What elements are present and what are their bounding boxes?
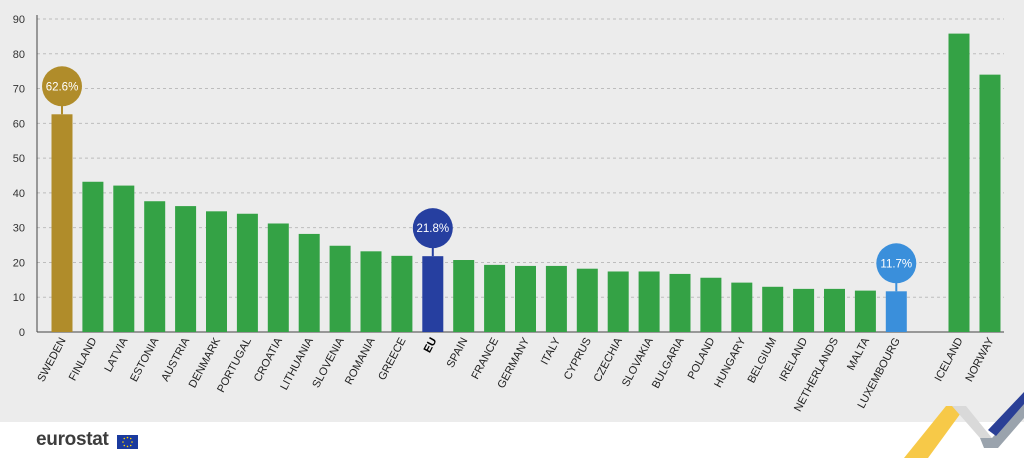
eurostat-logo: eurostat bbox=[36, 429, 109, 450]
callout-label: 62.6% bbox=[46, 81, 79, 93]
bar-portugal bbox=[236, 213, 258, 332]
x-tick-label: POLAND bbox=[686, 336, 718, 382]
bar-sweden bbox=[51, 114, 73, 333]
bar-france bbox=[484, 264, 506, 332]
x-tick-label: NORWAY bbox=[963, 335, 996, 384]
y-tick-label: 90 bbox=[13, 14, 25, 26]
x-tick-label: SWEDEN bbox=[35, 336, 68, 384]
x-tick-label: ROMANIA bbox=[343, 335, 378, 387]
x-tick-label: BULGARIA bbox=[650, 335, 687, 390]
x-tick-label: SLOVAKIA bbox=[620, 335, 656, 389]
bar-denmark bbox=[206, 211, 227, 332]
footer: eurostat bbox=[0, 422, 1024, 458]
bar-spain bbox=[453, 260, 475, 332]
bar-chart: 0 10 20 30 40 50 60 70 80 90 SWEDEN 62.6% FINLAND LAT… bbox=[13, 14, 1004, 414]
callout-bubble bbox=[412, 208, 453, 249]
x-tick-label: SPAIN bbox=[445, 336, 471, 370]
y-tick-label: 30 bbox=[13, 223, 25, 235]
x-tick-label: ESTONIA bbox=[128, 335, 161, 384]
x-tick-label: AUSTRIA bbox=[159, 335, 192, 383]
bar-romania bbox=[360, 251, 382, 332]
bar-cyprus bbox=[576, 268, 598, 332]
bar-slovakia bbox=[638, 271, 660, 332]
bar-latvia bbox=[113, 185, 135, 332]
bar-bulgaria bbox=[669, 273, 691, 332]
x-tick-label: LATVIA bbox=[102, 335, 130, 374]
x-tick-label: GERMANY bbox=[495, 335, 532, 390]
x-tick-label: ICELAND bbox=[933, 336, 966, 384]
x-tick-label: HUNGARY bbox=[712, 335, 749, 390]
x-tick-label: ITALY bbox=[539, 335, 563, 367]
bar-italy bbox=[545, 265, 567, 332]
bar-ireland bbox=[793, 288, 815, 332]
callout-label: 21.8% bbox=[416, 223, 449, 235]
x-tick-label: EU bbox=[422, 336, 440, 355]
y-tick-label: 80 bbox=[13, 49, 25, 61]
bar-croatia bbox=[267, 223, 289, 332]
eu-flag-icon bbox=[117, 435, 138, 449]
callout-bubble bbox=[876, 243, 917, 284]
bar-greece bbox=[391, 255, 413, 332]
x-tick-label: BELGIUM bbox=[746, 336, 780, 385]
y-tick-label: 10 bbox=[13, 292, 25, 304]
bar-hungary bbox=[731, 282, 753, 332]
x-tick-label: FRANCE bbox=[469, 336, 501, 382]
bar-slovenia bbox=[329, 245, 351, 332]
bar-lithuania bbox=[298, 233, 320, 332]
bar-germany bbox=[515, 265, 536, 332]
bar-luxembourg bbox=[885, 291, 907, 332]
brand-swoosh-graphic bbox=[904, 392, 1024, 458]
bar-iceland bbox=[948, 33, 970, 333]
y-tick-label: 20 bbox=[13, 257, 25, 269]
x-tick-label: CYPRUS bbox=[562, 336, 594, 382]
bar-eu bbox=[422, 256, 444, 332]
y-tick-label: 40 bbox=[13, 188, 25, 200]
x-tick-label: GREECE bbox=[376, 336, 408, 383]
x-tick-label: SLOVENIA bbox=[310, 335, 347, 390]
x-tick-label: CZECHIA bbox=[592, 335, 626, 384]
bar-belgium bbox=[762, 286, 784, 332]
callout-label: 11.7% bbox=[880, 258, 912, 270]
bar-estonia bbox=[144, 201, 166, 332]
x-tick-label: MALTA bbox=[845, 335, 872, 372]
bar-poland bbox=[700, 277, 722, 332]
bar-czechia bbox=[607, 271, 629, 332]
x-tick-label: IRELAND bbox=[777, 336, 810, 384]
bar-austria bbox=[175, 206, 197, 332]
bar-netherlands bbox=[824, 288, 845, 332]
bar-norway bbox=[979, 74, 1001, 333]
bar-finland bbox=[82, 181, 104, 332]
y-tick-label: 50 bbox=[13, 153, 25, 165]
x-tick-label: FINLAND bbox=[67, 336, 100, 383]
x-tick-label: CROATIA bbox=[252, 335, 285, 384]
y-tick-label: 70 bbox=[13, 84, 25, 96]
bar-malta bbox=[854, 290, 876, 332]
y-tick-label: 0 bbox=[19, 327, 25, 339]
y-tick-label: 60 bbox=[13, 118, 25, 130]
callout-bubble bbox=[42, 66, 82, 107]
